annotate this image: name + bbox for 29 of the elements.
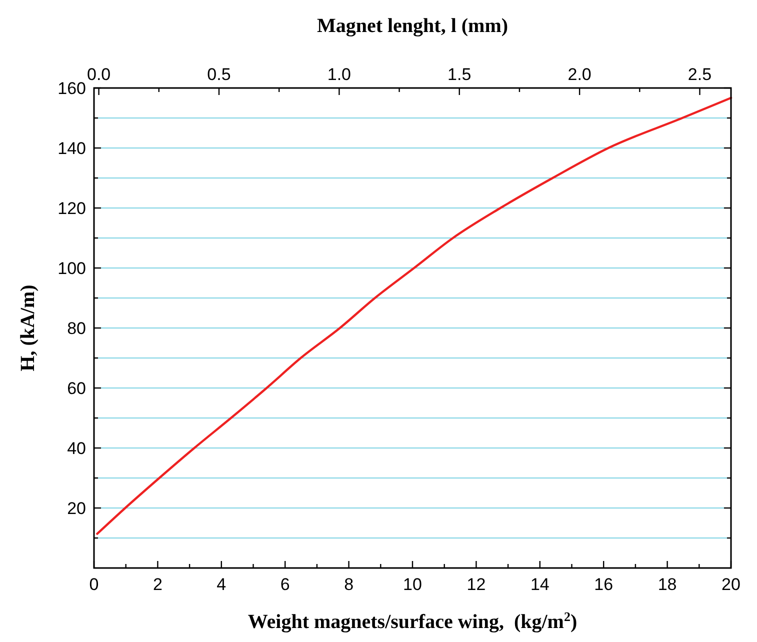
x-tick-label: 16: [594, 575, 614, 594]
y-tick-label: 80: [67, 319, 86, 338]
x2-tick-label: 0.0: [86, 65, 111, 84]
x-tick-label: 14: [530, 575, 550, 594]
x-tick-label: 4: [216, 575, 226, 594]
x-tick-label: 8: [344, 575, 354, 594]
x2-tick-label: 2.0: [568, 65, 592, 84]
x2-tick-label: 2.5: [688, 65, 712, 84]
y-tick-label: 120: [58, 199, 86, 218]
x2-tick-label: 1.0: [327, 65, 352, 84]
x2-axis-title: Magnet lenght, l (mm): [316, 15, 508, 37]
x2-tick-label: 1.5: [448, 65, 472, 84]
x2-tick-label: 0.5: [207, 65, 231, 84]
x-tick-label: 0: [89, 575, 99, 594]
x-tick-label: 12: [466, 575, 486, 594]
x-tick-label: 6: [280, 575, 290, 594]
y-tick-label: 20: [67, 499, 86, 518]
x-tick-label: 18: [658, 575, 677, 594]
y-axis-title: H, (kA/m): [17, 284, 39, 372]
x-tick-label: 2: [152, 575, 162, 594]
y-tick-label: 100: [58, 259, 86, 278]
line-series: [96, 96, 732, 535]
x-tick-label: 10: [403, 575, 422, 594]
x-tick-label: 20: [722, 575, 740, 594]
y-tick-label: 40: [67, 439, 86, 458]
x-axis-title: Weight magnets/surface wing, (kg/m$^{2}$): [248, 608, 578, 633]
y-tick-label: 60: [67, 379, 86, 398]
y-tick-label: 160: [58, 79, 86, 98]
y-tick-label: 140: [58, 139, 86, 158]
